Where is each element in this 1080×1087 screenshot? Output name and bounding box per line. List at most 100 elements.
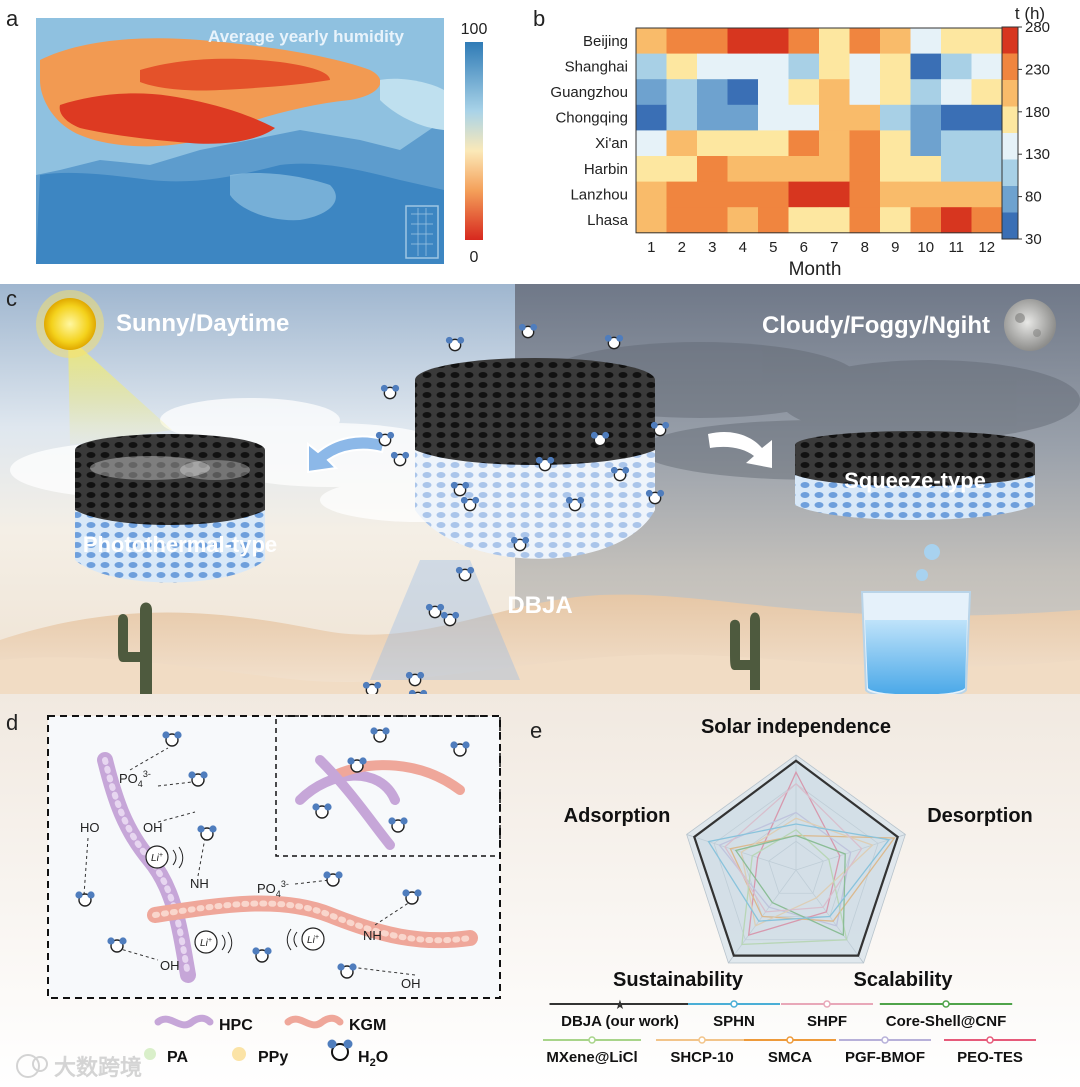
water-molecule-icon [75,891,95,907]
heatmap-cell [971,181,1003,208]
water-molecule-icon [390,451,410,467]
heatmap-y-tick-label: Shanghai [565,58,628,75]
water-molecule-icon [370,727,390,743]
legend-e-label: SHPF [807,1013,847,1030]
heatmap-cell [697,130,728,157]
legend-e-swatch-marker [786,1036,794,1044]
heatmap-cell [788,181,820,208]
water-molecule-icon [425,603,445,619]
legend-e-item: PGF-BMOF [839,1036,931,1066]
legend-e-label: SHCP-10 [670,1049,733,1066]
heatmap-cell [941,104,972,131]
legend-e-swatch-star: ★ [614,997,626,1012]
legend-ppy-label: PPy [258,1049,288,1066]
heatmap-cell [758,28,789,54]
legend-h2o-swatch [327,1039,353,1061]
heatmap-cell [758,79,789,106]
heatmap-x-labels: 1 2 3 4 5 6 7 8 9 10 11 12 [647,239,995,256]
heatmap-cell [788,207,820,234]
heatmap-cell [666,79,698,106]
legend-e-swatch-marker [730,1000,738,1008]
water-molecule-icon [388,817,408,833]
water-molecule-icon [450,741,470,757]
heatmap-cell [727,181,759,208]
heatmap-cell [910,181,942,208]
legend-e-item: MXene@LiCl [543,1036,641,1066]
heatmap-cell [636,207,667,234]
heatmap-cell [636,28,667,54]
legend-e-label: MXene@LiCl [546,1049,637,1066]
heatmap-cell [666,207,698,234]
legend-e-item: SHCP-10 [656,1036,748,1066]
heatmap-y-tick-label: Harbin [584,161,628,178]
water-molecule-icon [450,481,470,497]
legend-kgm-swatch [284,1014,344,1029]
heatmap-cell [758,130,789,157]
water-molecule-icon [604,334,624,350]
heatmap-cell [758,181,789,208]
heatmap-cell [971,207,1003,234]
heatmap-y-tick-label: Chongqing [555,110,628,127]
heatmap-colorbar-segment [1002,27,1018,54]
heatmap-y-tick-label: Lanzhou [570,186,628,203]
water-molecule-icon [445,336,465,352]
heatmap-x-axis-label: Month [789,259,842,280]
heatmap-cell [788,130,820,157]
legend-e-swatch-marker [588,1036,596,1044]
panel-c: c Sunny/Daytime Cloudy/Foggy/Ngiht Photo… [0,284,1080,720]
heatmap-x-tick-label: 2 [678,239,686,256]
panel-e: e Solar independence Desorption Scalabil… [530,716,1033,991]
legend-e-swatch-marker [881,1036,889,1044]
heatmap-x-tick-label: 7 [830,239,838,256]
moon-icon [1004,299,1056,351]
humidity-map [36,18,444,264]
radar-axis-solar-independence: Solar independence [701,716,891,738]
hydrogen-bonds [83,747,416,976]
heatmap-cell [910,53,942,80]
water-molecule-icon [323,871,343,887]
water-molecule-icon [455,566,475,582]
heatmap-x-tick-label: 9 [891,239,899,256]
watermark-text: 大数跨境 [54,1055,142,1080]
heatmap-cell [849,207,881,234]
squeeze-aerogel [795,431,1035,520]
heatmap-cell [849,156,881,182]
heatmap-cell [880,28,911,54]
heatmap-cell [666,130,698,157]
heatmap-x-tick-label: 6 [800,239,808,256]
heatmap-cell [727,79,759,106]
heatmap-y-labels: Beijing Shanghai Guangzhou Chongqing Xi'an Ha… [550,33,628,229]
heatmap-cell [727,104,759,131]
heatmap-colorbar-ticks: 280 230 180 130 80 30 [1018,19,1050,248]
panel-b-letter: b [533,6,545,31]
radar-axis-sustainability: Sustainability [613,969,744,991]
heatmap-cell [819,28,850,54]
heatmap-y-tick-label: Beijing [583,33,628,50]
heatmap-cell [880,104,911,131]
water-molecule-icon [535,456,555,472]
legend-e-swatch-marker [986,1036,994,1044]
heatmap-colorbar-segment [1002,53,1018,81]
heatmap-x-tick-label: 10 [917,239,934,256]
heatmap-cell [849,79,881,106]
heatmap-cell [941,79,972,106]
legend-h2o-label: H2O [358,1049,388,1069]
heatmap-cell [880,53,911,80]
sun-beam [68,336,172,445]
heatmap-x-tick-label: 3 [708,239,716,256]
heatmap-cell [636,104,667,131]
heatmap-cell [697,207,728,234]
legend-e-item: PEO-TES [944,1036,1036,1066]
legend-pa-swatch [144,1048,156,1060]
heatmap-cell [697,156,728,182]
photothermal-type-label: Photothermal-type [83,532,277,557]
li-ion-1: Li+ [145,845,184,869]
inset-kgm-chain [330,760,465,795]
heatmap-x-tick-label: 5 [769,239,777,256]
heatmap-cell [880,156,911,182]
beaker-icon [860,544,972,699]
heatmap-colorbar-segment [1002,106,1018,134]
heatmap-cell [727,156,759,182]
panel-d-inset-frame [275,715,501,857]
